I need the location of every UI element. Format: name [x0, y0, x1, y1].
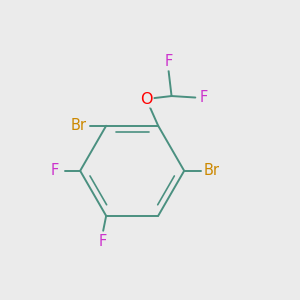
- Text: F: F: [164, 54, 173, 69]
- Text: Br: Br: [70, 118, 86, 133]
- Text: F: F: [51, 163, 59, 178]
- Text: F: F: [200, 90, 208, 105]
- Text: Br: Br: [204, 163, 220, 178]
- Text: O: O: [140, 92, 152, 106]
- Text: F: F: [99, 234, 107, 249]
